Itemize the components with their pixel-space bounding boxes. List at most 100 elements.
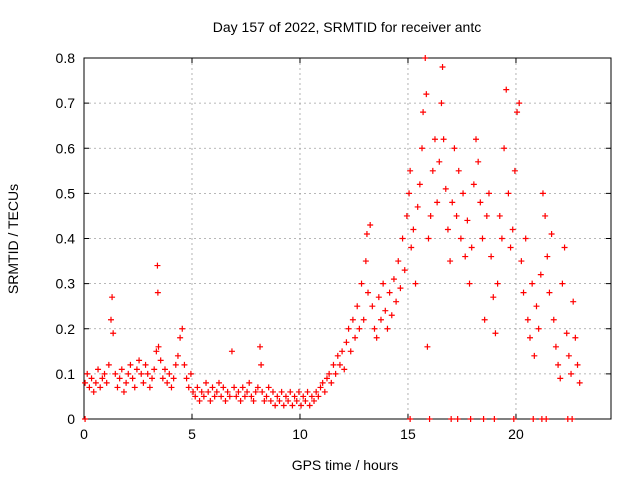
data-point bbox=[369, 303, 376, 310]
data-point bbox=[151, 366, 158, 373]
data-point bbox=[542, 212, 549, 219]
data-point bbox=[407, 167, 414, 174]
data-point bbox=[280, 402, 287, 409]
data-point bbox=[363, 230, 370, 237]
data-point bbox=[345, 325, 352, 332]
y-tick-label: 0.5 bbox=[56, 185, 76, 201]
y-axis-label: SRMTID / TECUs bbox=[5, 184, 21, 294]
data-point bbox=[444, 226, 451, 233]
data-point bbox=[360, 316, 367, 323]
data-point bbox=[568, 370, 575, 377]
y-tick-label: 0.1 bbox=[56, 366, 76, 382]
data-point bbox=[555, 361, 562, 368]
data-point bbox=[543, 416, 550, 422]
data-point bbox=[466, 280, 473, 287]
data-point bbox=[194, 384, 201, 391]
data-point bbox=[410, 226, 417, 233]
data-point bbox=[321, 388, 328, 395]
data-point bbox=[142, 361, 149, 368]
x-tick-label: 15 bbox=[400, 426, 416, 442]
data-point bbox=[259, 388, 266, 395]
data-point bbox=[200, 393, 207, 400]
data-point bbox=[231, 384, 238, 391]
data-point bbox=[118, 366, 125, 373]
data-point bbox=[258, 361, 265, 368]
data-point bbox=[308, 393, 315, 400]
data-point bbox=[464, 217, 471, 224]
data-point bbox=[311, 397, 318, 404]
data-point bbox=[228, 348, 235, 355]
data-point bbox=[393, 298, 400, 305]
y-axis: 0 0.1 0.2 0.3 0.4 0.5 0.6 0.7 0.8 bbox=[56, 50, 611, 427]
data-point bbox=[419, 145, 426, 152]
data-point bbox=[103, 379, 110, 386]
data-point bbox=[92, 379, 99, 386]
data-point bbox=[136, 357, 143, 364]
data-point bbox=[362, 258, 369, 265]
data-point bbox=[365, 289, 372, 296]
data-point bbox=[196, 397, 203, 404]
data-point bbox=[250, 397, 257, 404]
data-point bbox=[164, 379, 171, 386]
data-point bbox=[425, 235, 432, 242]
data-point bbox=[491, 416, 498, 422]
data-point bbox=[574, 361, 581, 368]
data-point bbox=[133, 366, 140, 373]
data-point bbox=[218, 393, 225, 400]
data-point bbox=[520, 289, 527, 296]
data-point bbox=[252, 388, 259, 395]
data-point bbox=[257, 343, 264, 350]
data-point bbox=[215, 379, 222, 386]
data-point bbox=[207, 397, 214, 404]
x-axis: 0 5 10 15 20 bbox=[80, 58, 524, 442]
data-point bbox=[101, 370, 108, 377]
data-point bbox=[460, 190, 467, 197]
data-point bbox=[263, 393, 270, 400]
data-point bbox=[561, 244, 568, 251]
data-point bbox=[386, 289, 393, 296]
data-point bbox=[570, 298, 577, 305]
data-point bbox=[416, 181, 423, 188]
data-point bbox=[233, 393, 240, 400]
data-point bbox=[339, 348, 346, 355]
x-tick-label: 5 bbox=[188, 426, 196, 442]
data-point bbox=[181, 361, 188, 368]
data-point bbox=[535, 325, 542, 332]
data-point bbox=[213, 388, 220, 395]
data-point bbox=[131, 384, 138, 391]
data-point bbox=[99, 375, 106, 382]
data-point bbox=[332, 370, 339, 377]
data-point bbox=[246, 379, 253, 386]
data-point bbox=[323, 375, 330, 382]
data-point bbox=[380, 280, 387, 287]
data-point bbox=[470, 181, 477, 188]
data-point bbox=[436, 158, 443, 165]
data-point bbox=[254, 384, 261, 391]
data-point bbox=[300, 393, 307, 400]
y-tick-label: 0.2 bbox=[56, 321, 76, 337]
data-point bbox=[481, 316, 488, 323]
data-point bbox=[503, 86, 510, 93]
data-point bbox=[336, 361, 343, 368]
data-point bbox=[341, 366, 348, 373]
data-point bbox=[407, 416, 414, 422]
data-point bbox=[546, 289, 553, 296]
data-point bbox=[390, 276, 397, 283]
data-point bbox=[488, 253, 495, 260]
data-point bbox=[155, 343, 162, 350]
data-point bbox=[209, 384, 216, 391]
data-point bbox=[157, 357, 164, 364]
data-point bbox=[377, 316, 384, 323]
data-point bbox=[326, 370, 333, 377]
chart-title: Day 157 of 2022, SRMTID for receiver ant… bbox=[213, 19, 481, 35]
data-point bbox=[468, 244, 475, 251]
data-point bbox=[319, 379, 326, 386]
data-point bbox=[95, 366, 102, 373]
data-point bbox=[88, 375, 95, 382]
data-point bbox=[406, 190, 413, 197]
data-point bbox=[112, 370, 119, 377]
data-point bbox=[427, 212, 434, 219]
data-point bbox=[192, 393, 199, 400]
data-point bbox=[82, 416, 89, 422]
